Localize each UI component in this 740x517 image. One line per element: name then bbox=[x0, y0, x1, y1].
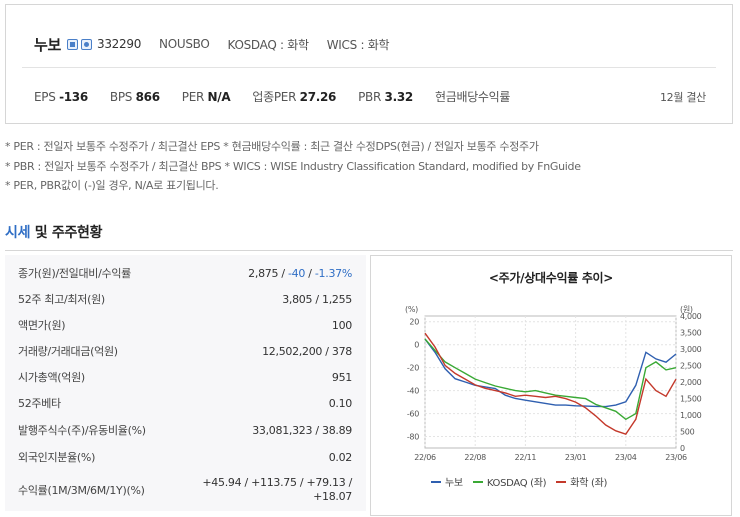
series-line bbox=[424, 338, 677, 408]
metric-bps: BPS 866 bbox=[109, 89, 160, 104]
metric-pbr: PBR 3.32 bbox=[358, 89, 413, 104]
y-right-tick-label: 1,000 bbox=[680, 411, 702, 420]
row-value: 0.02 bbox=[328, 450, 353, 464]
market-sector: KOSDAQ : 화학 bbox=[227, 37, 310, 52]
table-row: 수익률(1M/3M/6M/1Y)(%) +45.94 / +113.75 / +… bbox=[5, 473, 366, 507]
chart-icon[interactable] bbox=[81, 38, 93, 50]
footnote: * PER : 전일자 보통주 수정주가 / 최근결산 EPS * 현금배당수익… bbox=[5, 140, 539, 153]
table-row: 액면가(원) 100 bbox=[5, 313, 366, 337]
section-divider bbox=[5, 250, 733, 251]
y-right-tick-label: 2,500 bbox=[680, 362, 702, 371]
legend-swatch bbox=[431, 480, 441, 483]
metrics-row: EPS -136 BPS 866 PER N/A 업종PER 27.26 PBR… bbox=[34, 88, 532, 105]
legend-item: KOSDAQ (좌) bbox=[472, 474, 547, 489]
row-value: 3,805 / 1,255 bbox=[282, 292, 352, 306]
x-tick-label: 23/01 bbox=[565, 453, 587, 462]
summary-divider bbox=[22, 67, 716, 68]
metric-eps: EPS -136 bbox=[34, 89, 88, 104]
x-tick-label: 23/04 bbox=[615, 453, 637, 462]
row-label: 52주베타 bbox=[18, 397, 61, 410]
row-value: 100 bbox=[331, 318, 352, 332]
table-row: 시가총액(억원) 951 bbox=[5, 365, 366, 389]
table-row: 거래량/거래대금(억원) 12,502,200 / 378 bbox=[5, 339, 366, 363]
y-left-tick-label: 0 bbox=[414, 341, 419, 350]
row-value: 33,081,323 / 38.89 bbox=[252, 423, 352, 437]
y-left-tick-label: -20 bbox=[407, 364, 419, 373]
row-label: 거래량/거래대금(억원) bbox=[18, 345, 118, 358]
stock-ticker: NOUSBO bbox=[159, 37, 210, 51]
y-right-tick-label: 3,000 bbox=[680, 345, 702, 354]
row-label: 액면가(원) bbox=[18, 319, 66, 332]
x-tick-label: 22/08 bbox=[464, 453, 486, 462]
row-label: 52주 최고/최저(원) bbox=[18, 293, 105, 306]
y-right-tick-label: 4,000 bbox=[680, 312, 702, 321]
row-value: 12,502,200 / 378 bbox=[262, 344, 352, 358]
row-label: 시가총액(억원) bbox=[18, 371, 85, 384]
footnote: * PBR : 전일자 보통주 수정주가 / 최근결산 BPS * WICS :… bbox=[5, 159, 581, 173]
legend-swatch bbox=[556, 480, 567, 483]
row-value: +45.94 / +113.75 / +79.13 /+18.07 bbox=[202, 476, 352, 503]
y-right-tick-label: 0 bbox=[680, 444, 685, 453]
price-chart-box: <주가/상대수익률 추이> 20 0 -20 -40 -60 -80 4,000 3,500 3… bbox=[370, 255, 732, 516]
x-tick-label: 22/06 bbox=[414, 453, 436, 462]
chart-legend: 누보 KOSDAQ (좌) 화학 (좌) bbox=[431, 474, 617, 489]
section-title: 시세 및 주주현황 bbox=[5, 225, 103, 241]
table-row: 52주 최고/최저(원) 3,805 / 1,255 bbox=[5, 287, 366, 311]
row-label: 종가(원)/전일대비/수익률 bbox=[18, 267, 131, 280]
market-data-table: 종가(원)/전일대비/수익률 2,875 / -40 / -1.37% 52주 … bbox=[5, 255, 366, 511]
series-line bbox=[424, 338, 677, 421]
plot-area bbox=[424, 315, 677, 449]
stock-summary-box: 누보 332290 NOUSBO KOSDAQ : 화학 WICS : 화학 E… bbox=[5, 4, 733, 124]
settlement-month: 12월 결산 bbox=[659, 91, 706, 104]
metric-sector-per: 업종PER 27.26 bbox=[252, 90, 337, 104]
table-row: 52주베타 0.10 bbox=[5, 391, 366, 415]
row-label: 발행주식수(주)/유동비율(%) bbox=[18, 424, 146, 437]
y-left-unit: (%) bbox=[405, 305, 418, 314]
row-label: 외국인지분율(%) bbox=[18, 451, 96, 464]
chart-title: <주가/상대수익률 추이> bbox=[488, 271, 614, 285]
price-chart: 20 0 -20 -40 -60 -80 4,000 3,500 3,000 2,500 2,000… bbox=[405, 305, 702, 462]
y-right-tick-label: 3,500 bbox=[680, 329, 702, 338]
legend-item: 누보 bbox=[431, 474, 463, 489]
row-label: 수익률(1M/3M/6M/1Y)(%) bbox=[18, 484, 145, 497]
y-right-tick-label: 2,000 bbox=[680, 378, 702, 387]
metric-dividend-yield: 현금배당수익률 bbox=[434, 90, 511, 104]
report-icon[interactable] bbox=[67, 38, 79, 50]
table-row: 외국인지분율(%) 0.02 bbox=[5, 445, 366, 469]
y-left-tick-label: -80 bbox=[407, 433, 419, 442]
table-row: 발행주식수(주)/유동비율(%) 33,081,323 / 38.89 bbox=[5, 418, 366, 442]
y-right-unit: (원) bbox=[680, 305, 693, 314]
footnote: * PER, PBR값이 (-)일 경우, N/A로 표기됩니다. bbox=[5, 179, 219, 192]
y-right-tick-label: 500 bbox=[680, 428, 695, 437]
table-row: 종가(원)/전일대비/수익률 2,875 / -40 / -1.37% bbox=[5, 261, 366, 285]
y-left-tick-label: -60 bbox=[407, 410, 419, 419]
y-left-tick-label: 20 bbox=[409, 318, 419, 327]
stock-name: 누보 bbox=[34, 35, 62, 54]
row-value: 951 bbox=[331, 370, 352, 384]
legend-swatch bbox=[472, 480, 483, 483]
y-left-tick-label: -40 bbox=[407, 387, 419, 396]
series-line bbox=[424, 332, 677, 436]
stock-code: 332290 bbox=[97, 37, 142, 51]
stock-title-row: 누보 332290 NOUSBO KOSDAQ : 화학 WICS : 화학 bbox=[34, 35, 407, 54]
row-value: 2,875 / -40 / -1.37% bbox=[248, 266, 352, 280]
wics-sector: WICS : 화학 bbox=[326, 37, 390, 52]
x-tick-label: 23/06 bbox=[665, 453, 687, 462]
row-value: 0.10 bbox=[328, 396, 353, 410]
x-tick-label: 22/11 bbox=[515, 453, 537, 462]
y-right-tick-label: 1,500 bbox=[680, 395, 702, 404]
footnotes: * PER : 전일자 보통주 수정주가 / 최근결산 EPS * 현금배당수익… bbox=[5, 137, 581, 196]
metric-per: PER N/A bbox=[181, 89, 231, 104]
legend-item: 화학 (좌) bbox=[556, 474, 607, 489]
